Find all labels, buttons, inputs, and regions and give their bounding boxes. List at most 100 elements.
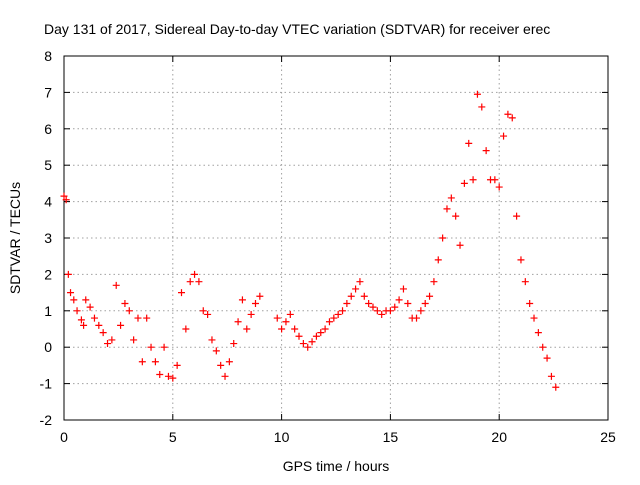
data-point bbox=[234, 318, 242, 326]
data-point bbox=[121, 300, 129, 308]
data-point bbox=[513, 212, 521, 220]
data-point bbox=[399, 285, 407, 293]
y-tick-label: 4 bbox=[44, 194, 52, 210]
data-point bbox=[156, 371, 164, 378]
data-point bbox=[508, 114, 516, 122]
data-point bbox=[73, 307, 81, 315]
data-point bbox=[256, 292, 264, 300]
data-point bbox=[204, 310, 212, 318]
data-point bbox=[173, 361, 181, 369]
chart-title: Day 131 of 2017, Sidereal Day-to-day VTE… bbox=[44, 21, 550, 37]
x-tick-label: 10 bbox=[274, 429, 290, 445]
y-tick-label: 7 bbox=[44, 84, 52, 100]
data-point bbox=[456, 241, 464, 249]
data-point bbox=[543, 354, 551, 362]
y-tick-labels: -2 -1 0 1 2 3 4 5 6 7 8 bbox=[40, 48, 53, 428]
data-point bbox=[251, 300, 259, 308]
data-point bbox=[325, 318, 333, 326]
data-point bbox=[500, 132, 508, 140]
data-point bbox=[169, 374, 177, 382]
y-tick-label: -1 bbox=[40, 376, 53, 392]
data-point bbox=[86, 303, 94, 311]
data-point bbox=[125, 307, 133, 315]
x-axis-label: GPS time / hours bbox=[283, 458, 390, 474]
y-tick-label: 8 bbox=[44, 48, 52, 64]
data-point bbox=[238, 296, 246, 304]
data-point bbox=[130, 336, 138, 344]
data-point bbox=[143, 314, 151, 322]
data-point bbox=[312, 332, 320, 340]
data-point bbox=[182, 325, 190, 333]
data-point bbox=[138, 358, 146, 366]
data-point bbox=[217, 361, 225, 369]
data-point bbox=[151, 358, 159, 366]
data-point bbox=[230, 340, 238, 348]
data-point bbox=[534, 329, 542, 337]
data-point bbox=[191, 270, 199, 278]
data-point bbox=[295, 332, 303, 340]
data-point bbox=[134, 314, 142, 322]
data-point bbox=[208, 336, 216, 344]
y-tick-label: 5 bbox=[44, 157, 52, 173]
data-point bbox=[212, 347, 220, 355]
data-point bbox=[417, 307, 425, 315]
data-point bbox=[282, 318, 290, 326]
x-tick-label: 20 bbox=[491, 429, 507, 445]
data-point bbox=[395, 296, 403, 304]
data-point bbox=[304, 343, 312, 351]
data-point bbox=[308, 338, 316, 346]
data-point bbox=[70, 296, 78, 304]
data-point bbox=[60, 192, 68, 200]
y-tick-label: 2 bbox=[44, 266, 52, 282]
data-point bbox=[356, 278, 364, 286]
x-tick-label: 15 bbox=[383, 429, 399, 445]
data-point bbox=[504, 110, 512, 118]
data-point bbox=[286, 310, 294, 318]
data-point bbox=[273, 314, 281, 322]
y-tick-label: 1 bbox=[44, 303, 52, 319]
data-point bbox=[430, 278, 438, 286]
data-point bbox=[482, 147, 490, 155]
data-point bbox=[117, 321, 125, 329]
data-point bbox=[373, 307, 381, 315]
data-point bbox=[247, 310, 255, 318]
data-point bbox=[360, 292, 368, 300]
data-point bbox=[391, 303, 399, 311]
data-point bbox=[99, 329, 107, 337]
data-point bbox=[90, 314, 98, 322]
data-point bbox=[199, 307, 207, 315]
data-point bbox=[473, 90, 481, 98]
data-point bbox=[108, 336, 116, 344]
data-point bbox=[386, 307, 394, 315]
data-point bbox=[299, 340, 307, 348]
data-point bbox=[526, 300, 534, 308]
data-point bbox=[539, 343, 547, 351]
data-point bbox=[413, 314, 421, 322]
data-point bbox=[178, 289, 186, 297]
data-point bbox=[552, 383, 560, 391]
data-point bbox=[517, 256, 525, 264]
data-point bbox=[421, 300, 429, 308]
data-point bbox=[62, 196, 70, 204]
data-point bbox=[443, 205, 451, 213]
data-point bbox=[291, 325, 299, 333]
data-point bbox=[164, 372, 172, 380]
data-point bbox=[82, 296, 90, 304]
data-point bbox=[439, 234, 447, 242]
data-point bbox=[186, 278, 194, 286]
data-point bbox=[225, 358, 233, 366]
data-point bbox=[378, 310, 386, 318]
data-point bbox=[347, 292, 355, 300]
data-point bbox=[77, 316, 85, 324]
data-point bbox=[491, 176, 499, 184]
x-tick-label: 25 bbox=[600, 429, 616, 445]
data-point bbox=[426, 292, 434, 300]
data-point bbox=[447, 194, 455, 202]
data-point bbox=[278, 325, 286, 333]
data-point bbox=[104, 340, 112, 348]
y-tick-label: 6 bbox=[44, 121, 52, 137]
data-point bbox=[147, 343, 155, 351]
data-point bbox=[521, 278, 529, 286]
data-point bbox=[404, 300, 412, 308]
